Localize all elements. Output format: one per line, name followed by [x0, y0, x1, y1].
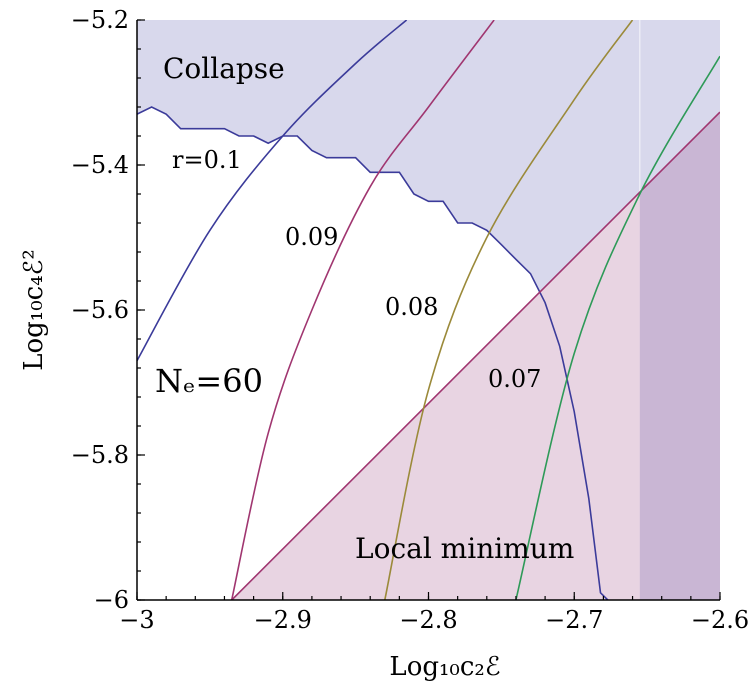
collapse-label: Collapse	[163, 52, 285, 85]
y-tick-label: −5.8	[71, 441, 129, 469]
x-tick-label: −3	[119, 606, 154, 634]
x-axis-label: Log₁₀c₂ℰ	[389, 652, 500, 682]
ne-label: Nₑ=60	[155, 362, 263, 400]
local-minimum-region	[231, 112, 720, 600]
local-minimum-boundary-line	[231, 111, 720, 600]
ticks-layer: −3 −2.9 −2.8 −2.7 −2.6 −6 −5.8 −5.6 −5.4 −5.2	[71, 6, 749, 634]
y-axis-label: Log₁₀c₄ℰ²	[19, 249, 49, 371]
contour-line-3	[384, 20, 634, 600]
series-layer	[137, 20, 720, 600]
collapse-boundary-curve	[137, 106, 609, 600]
x-tick-label: −2.8	[399, 606, 457, 634]
local-minimum-label: Local minimum	[355, 532, 574, 565]
y-tick-label: −5.2	[71, 6, 129, 34]
regions-layer	[137, 20, 720, 600]
contour-line-4	[515, 55, 720, 600]
contour-line-2	[230, 20, 495, 600]
y-tick-label: −5.6	[71, 296, 129, 324]
contour-line-1	[137, 20, 408, 362]
collapse-region	[137, 20, 720, 600]
r01-label: r=0.1	[172, 146, 242, 174]
x-tick-label: −2.7	[545, 606, 603, 634]
x-tick-label: −2.9	[254, 606, 312, 634]
y-tick-label: −6	[94, 586, 129, 614]
y-tick-label: −5.4	[71, 151, 129, 179]
r009-label: 0.09	[285, 223, 338, 251]
r008-label: 0.08	[385, 293, 438, 321]
r007-label: 0.07	[488, 365, 541, 393]
overlap-region	[639, 112, 720, 600]
x-tick-label: −2.6	[691, 606, 749, 634]
